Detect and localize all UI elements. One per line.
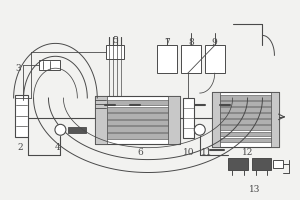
Text: 7: 7 xyxy=(164,38,170,47)
Bar xyxy=(251,158,272,170)
Bar xyxy=(220,125,272,130)
Bar xyxy=(220,113,272,118)
Text: 9: 9 xyxy=(212,38,218,47)
Bar xyxy=(220,119,272,124)
Circle shape xyxy=(55,124,66,135)
Bar xyxy=(38,60,60,70)
Bar xyxy=(181,45,201,73)
Bar xyxy=(95,96,107,144)
Bar xyxy=(272,92,279,147)
Text: 10: 10 xyxy=(183,148,195,157)
Bar xyxy=(95,96,180,144)
Bar xyxy=(212,92,220,147)
Bar xyxy=(107,100,168,105)
Bar xyxy=(168,96,180,144)
Bar xyxy=(273,160,284,168)
Text: 13: 13 xyxy=(249,185,260,194)
Bar xyxy=(205,45,225,73)
Bar xyxy=(157,45,177,73)
Text: 8: 8 xyxy=(188,38,194,47)
Circle shape xyxy=(194,124,205,135)
Bar xyxy=(183,98,194,138)
Bar xyxy=(107,113,168,119)
Text: 3: 3 xyxy=(16,64,21,73)
Text: 12: 12 xyxy=(242,148,253,157)
Bar xyxy=(68,127,86,133)
Bar xyxy=(220,107,272,112)
Text: 2: 2 xyxy=(18,143,23,152)
Bar xyxy=(107,133,168,139)
Bar xyxy=(228,158,247,170)
Bar xyxy=(220,101,272,106)
Bar xyxy=(220,95,272,100)
Bar xyxy=(106,45,124,59)
Bar xyxy=(107,126,168,132)
Text: 5: 5 xyxy=(112,36,118,45)
Text: 4: 4 xyxy=(55,143,60,152)
Bar xyxy=(107,107,168,112)
Bar xyxy=(15,95,28,137)
Bar xyxy=(212,92,279,147)
Bar xyxy=(220,132,272,136)
Text: 11: 11 xyxy=(201,148,212,157)
Bar xyxy=(220,138,272,142)
Text: 6: 6 xyxy=(137,148,143,157)
Bar xyxy=(107,120,168,125)
